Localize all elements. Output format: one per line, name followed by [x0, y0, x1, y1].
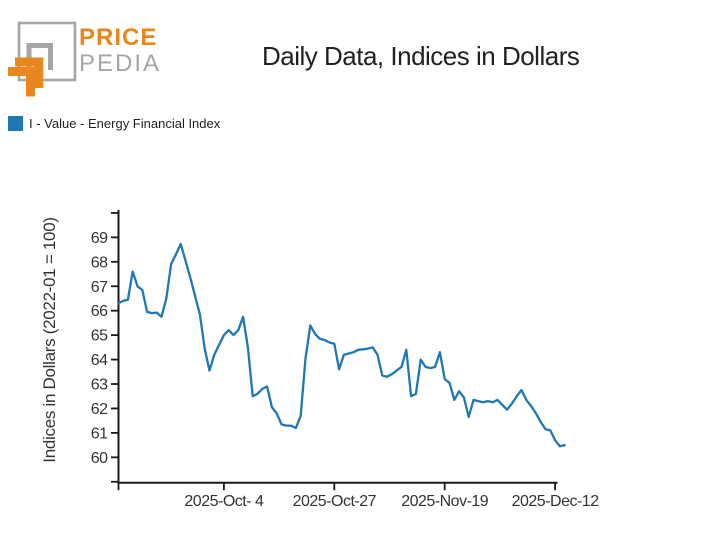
- y-tick-label: 66: [91, 303, 108, 320]
- y-tick-label: 65: [91, 328, 108, 345]
- legend-label: I - Value - Energy Financial Index: [29, 116, 221, 131]
- x-tick-label: 2025-Dec-12: [512, 493, 600, 510]
- legend: I - Value - Energy Financial Index: [8, 116, 220, 131]
- y-tick-label: 68: [91, 254, 108, 271]
- brand-wordmark: PRICE PEDIA: [79, 26, 161, 76]
- header: PRICE PEDIA Daily Data, Indices in Dolla…: [0, 0, 712, 110]
- brand-pedia: PEDIA: [79, 50, 162, 77]
- page-title: Daily Data, Indices in Dollars: [262, 41, 580, 71]
- y-tick-label: 62: [91, 401, 108, 418]
- y-tick-label: 61: [91, 425, 108, 442]
- brand-price: PRICE: [79, 24, 158, 51]
- data-line-energy-financial-index: [117, 242, 566, 448]
- legend-swatch: [8, 116, 23, 131]
- y-tick-label: 64: [91, 352, 108, 369]
- y-tick-label: 67: [91, 279, 108, 296]
- logo-square-outline: [17, 21, 77, 82]
- logo-orange-corner-front: [8, 67, 35, 97]
- y-tick-label: 60: [91, 450, 108, 467]
- y-tick-label: 69: [91, 230, 108, 247]
- logo-orange-corner-back: [15, 57, 44, 88]
- pricepedia-logo[interactable]: PRICE PEDIA: [0, 0, 170, 100]
- y-axis-title: Indices in Dollars (2022-01 = 100): [40, 217, 59, 462]
- x-tick-label: 2025-Nov-19: [401, 493, 489, 510]
- x-tick-label: 2025-Oct- 4: [184, 493, 264, 510]
- x-tick-label: 2025-Oct-27: [293, 493, 377, 510]
- pricepedia-logo-icon: [8, 21, 77, 97]
- y-tick-label: 63: [91, 377, 108, 394]
